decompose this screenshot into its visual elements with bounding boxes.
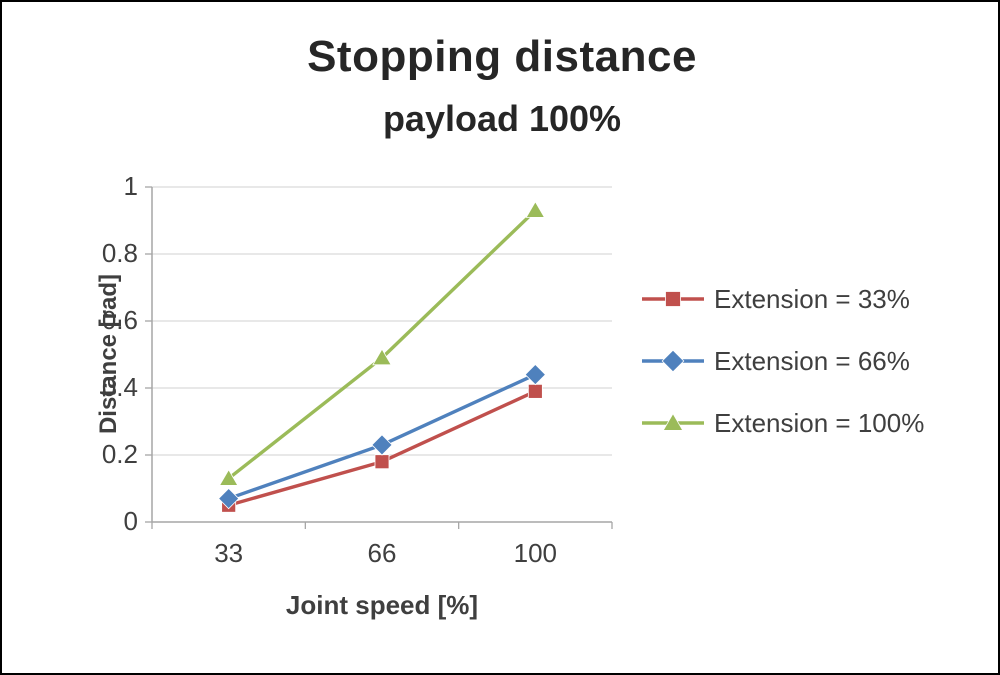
axis-ticks (145, 186, 613, 529)
y-tick-label: 0.4 (102, 372, 138, 402)
series-extension-100- (218, 200, 546, 486)
legend-item: Extension = 100% (640, 406, 980, 440)
chart-subtitle: payload 100% (382, 98, 622, 139)
y-tick-label: 0.6 (102, 305, 138, 335)
y-tick-label: 1 (124, 171, 138, 201)
legend-label: Extension = 100% (714, 407, 925, 438)
x-tick-labels: 33 66 100 (214, 538, 557, 568)
legend-marker-square (642, 291, 704, 307)
x-tick-label: 33 (214, 538, 243, 568)
y-axis-title: Distance [rad] (95, 273, 122, 435)
legend-item: Extension = 66% (640, 344, 980, 378)
legend-marker-diamond (642, 350, 704, 372)
legend-marker-triangle (642, 412, 704, 431)
legend-label: Extension = 66% (714, 345, 910, 376)
legend: Extension = 33% Extension = 66% Extensio… (640, 282, 980, 468)
legend-label: Extension = 33% (714, 283, 910, 314)
y-tick-label: 0.8 (102, 238, 138, 268)
y-tick-label: 0.2 (102, 439, 138, 469)
x-axis-title: Joint speed [%] (285, 590, 479, 620)
x-tick-label: 100 (514, 538, 557, 568)
x-tick-label: 66 (368, 538, 397, 568)
legend-item: Extension = 33% (640, 282, 980, 316)
y-tick-label: 0 (124, 506, 138, 536)
series-extension-66- (218, 363, 546, 510)
gridlines (152, 186, 612, 456)
y-tick-labels: 0 0.2 0.4 0.6 0.8 1 (102, 171, 138, 536)
chart-title: Stopping distance (307, 32, 697, 81)
